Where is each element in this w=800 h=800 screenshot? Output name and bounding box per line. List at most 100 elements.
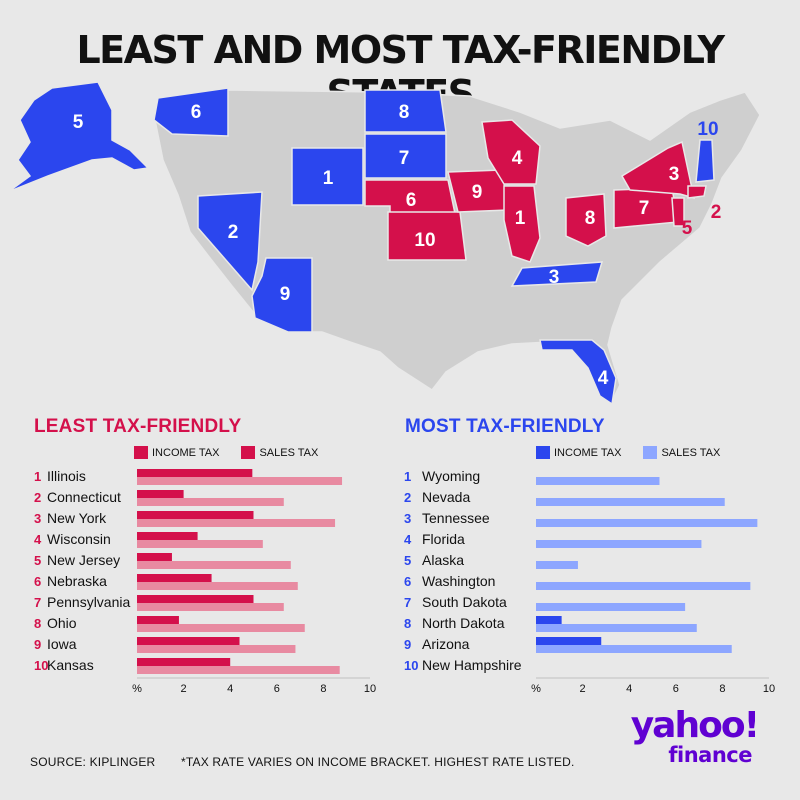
most-legend: INCOME TAX SALES TAX [536,446,742,459]
bar-category-label: Arizona [422,636,470,652]
sales-tax-bar [536,624,697,632]
bar-rank: 10 [404,658,418,673]
footer: SOURCE: KIPLINGER *TAX RATE VARIES ON IN… [30,755,574,769]
income-tax-bar [137,595,254,603]
map-label-new-york: 3 [669,164,680,185]
map-label-pennsylvania: 7 [639,198,650,219]
bar-rank: 5 [404,553,411,568]
bar-category-label: New York [47,510,107,526]
most-heading: MOST TAX-FRIENDLY [405,416,605,437]
map-state-tennessee [510,261,604,287]
x-tick-label: 4 [626,683,632,695]
map-state-wisconsin [481,119,541,185]
income-tax-bar [137,511,254,519]
bar-category-label: New Hampshire [422,657,522,673]
sales-tax-bar [137,477,343,485]
map-state-wyoming [291,147,364,206]
income-tax-bar [137,490,184,498]
map-label-south-dakota: 7 [399,148,410,169]
map-state-nevada [197,191,263,292]
map-state-arizona [251,257,313,333]
logo-finance: finance [668,743,752,767]
bar-category-label: New Jersey [47,552,120,568]
footnote-text: *TAX RATE VARIES ON INCOME BRACKET. HIGH… [180,755,575,769]
x-tick-label: % [132,683,142,695]
x-tick-label: 2 [181,683,187,695]
sales-tax-bar [536,582,751,590]
map-state-kansas [387,211,467,261]
bar-category-label: Washington [422,573,495,589]
least-legend-income-swatch [134,446,148,459]
sales-tax-bar [137,582,298,590]
income-tax-bar [137,637,240,645]
x-tick-label: 8 [719,683,725,695]
map-label-ohio: 8 [585,208,596,229]
bar-rank: 6 [34,574,41,589]
map-label-florida: 4 [598,368,609,389]
bar-rank: 2 [404,490,411,505]
sales-tax-bar [137,561,291,569]
sales-tax-bar [137,603,284,611]
income-tax-bar [536,637,602,645]
x-tick-label: 10 [763,683,775,695]
sales-tax-bar [536,561,578,569]
bar-category-label: Pennsylvania [47,594,130,610]
sales-tax-bar [536,603,686,611]
x-tick-label: 6 [673,683,679,695]
most-legend-income-swatch [536,446,550,459]
map-state-connecticut [687,185,707,199]
map-state-north-dakota [364,89,447,133]
income-tax-bar [137,616,179,624]
map-state-florida [539,339,617,406]
bar-rank: 8 [34,616,41,631]
map-label-nevada: 2 [228,222,239,243]
bar-category-label: Ohio [47,615,77,631]
sales-tax-bar [536,477,660,485]
map-state-new-hampshire [695,139,715,183]
most-legend-sales-label: SALES TAX [661,446,721,459]
map-state-washington [153,87,229,137]
sales-tax-bar [137,498,284,506]
bar-category-label: Florida [422,531,465,547]
sales-tax-bar [137,645,296,653]
map-label-tennessee: 3 [549,267,560,288]
income-tax-bar [137,658,231,666]
income-tax-bar [137,532,198,540]
bar-rank: 8 [404,616,411,631]
map-label-kansas: 10 [414,230,435,251]
sales-tax-bar [137,624,305,632]
map-label-wisconsin: 4 [512,148,523,169]
map-label-nebraska: 6 [406,190,417,211]
x-tick-label: % [531,683,541,695]
source-text: SOURCE: KIPLINGER [30,755,156,769]
bar-rank: 3 [34,511,41,526]
income-tax-bar [137,553,172,561]
bar-rank: 2 [34,490,41,505]
least-legend-income-label: INCOME TAX [152,446,220,459]
bar-category-label: Wisconsin [47,531,111,547]
yahoo-finance-logo: yahoo! finance [608,705,760,767]
bar-category-label: Iowa [47,636,77,652]
map-label-alaska: 5 [73,112,84,133]
sales-tax-bar [536,540,702,548]
map-label-washington: 6 [191,102,202,123]
map-label-north-dakota: 8 [399,102,410,123]
bar-category-label: Nevada [422,489,470,505]
bar-rank: 1 [404,469,411,484]
sales-tax-bar [137,540,263,548]
bar-rank: 9 [404,637,411,652]
bar-rank: 6 [404,574,411,589]
bar-rank: 1 [34,469,41,484]
map-label-illinois: 1 [515,208,526,229]
x-tick-label: 10 [364,683,376,695]
least-bar-chart: 1 Illinois 2 Connecticut 3 New York 4 Wisconsin… [34,468,376,695]
bar-rank: 4 [404,532,412,547]
map-state-illinois [503,185,541,263]
map-state-south-dakota [364,133,447,179]
least-legend-sales-swatch [241,446,256,459]
logo-yahoo: yahoo! [630,705,760,746]
sales-tax-bar [536,645,732,653]
map-state-new-jersey [671,197,685,227]
bar-category-label: Illinois [47,468,86,484]
least-heading: LEAST TAX-FRIENDLY [34,416,242,437]
